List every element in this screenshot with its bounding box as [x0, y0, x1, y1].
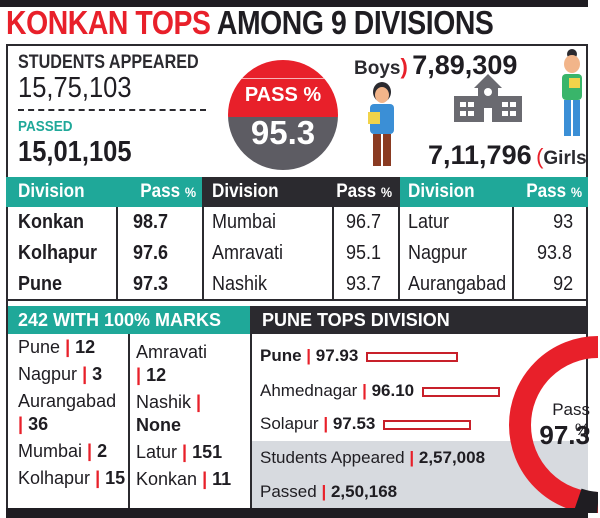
table-row: Pune 97.3: [18, 273, 168, 295]
pass-ring-chart: [509, 336, 598, 513]
marks-100-col-2: Amravati | 12 Nashik | None Latur | 151 Ko…: [136, 341, 231, 495]
boys-count: Boys) 7,89,309: [354, 50, 518, 80]
infographic-frame: [6, 44, 588, 510]
header-division: Division: [18, 181, 85, 202]
dashed-divider: [18, 109, 206, 111]
list-item: Kolhapur | 15: [18, 468, 126, 488]
ring-label: Pass %: [552, 400, 590, 439]
pune-appeared: Students Appeared | 2,57,008: [260, 448, 486, 467]
division-group-3: Division Pass % Latur 93 Nagpur 93.8 Aurang…: [398, 177, 588, 299]
girls-value: 7,11,796: [428, 140, 532, 170]
divider: [250, 306, 252, 510]
list-item: Nagpur | 3: [18, 364, 103, 384]
table-row: Amravati 95.1: [212, 242, 381, 264]
pass-percent-value: 95.3: [250, 114, 316, 151]
top-rule: [0, 0, 588, 7]
list-item: Konkan | 11: [136, 469, 232, 489]
marks-100-title: 242 WITH 100% MARKS: [8, 306, 251, 334]
bar-row: Ahmednagar | 96.10: [260, 381, 501, 401]
headline-dark: AMONG 9 DIVISIONS: [216, 4, 494, 41]
headline-red: KONKAN TOPS: [6, 4, 211, 41]
list-item: Amravati | 12: [136, 342, 208, 385]
girls-label: Girls: [543, 148, 587, 169]
list-item: Latur | 151: [136, 442, 223, 462]
marks-100-col-1: Pune | 12 Nagpur | 3 Aurangabad | 36 Mumb…: [18, 336, 125, 494]
list-item: Mumbai | 2: [18, 441, 108, 461]
bar: [383, 419, 472, 430]
list-item: Pune | 12: [18, 337, 96, 357]
boys-value: 7,89,309: [412, 50, 518, 80]
boys-label: Boys: [354, 58, 401, 79]
bar: [422, 386, 501, 397]
divider: [128, 334, 130, 510]
bar: [366, 351, 459, 362]
students-appeared-value: 15,75,103: [18, 72, 132, 104]
pass-percent-label: PASS %: [244, 84, 322, 106]
passed-value: 15,01,105: [18, 136, 132, 168]
division-pass-table: Division Pass % Konkan 98.7 Kolhapur 97.6 P…: [6, 177, 588, 301]
students-appeared-label: STUDENTS APPEARED: [18, 52, 199, 73]
bar-row: Pune | 97.93: [260, 346, 459, 366]
table-row: Nagpur 93.8: [408, 242, 573, 264]
girl-icon: [562, 49, 582, 136]
pass-percent-badge: PASS % 95.3: [228, 60, 338, 170]
table-row: Aurangabad 92: [408, 273, 573, 295]
passed-label: PASSED: [18, 118, 73, 135]
table-row: Kolhapur 97.6: [18, 242, 168, 264]
division-group-2: Division Pass % Mumbai 96.7 Amravati 95.1 N…: [202, 177, 398, 299]
pune-passed: Passed | 2,50,168: [260, 482, 398, 501]
list-item: Nashik | None: [136, 392, 202, 435]
pune-division-title: PUNE TOPS DIVISION: [252, 306, 588, 334]
table-row: Nashik 93.7: [212, 273, 381, 295]
headline: KONKAN TOPS AMONG 9 DIVISIONS: [6, 4, 494, 41]
bottom-rule: [6, 508, 588, 518]
division-group-1: Division Pass % Konkan 98.7 Kolhapur 97.6 P…: [6, 177, 202, 299]
boy-icon: [368, 82, 394, 166]
school-building-icon: [454, 74, 522, 122]
table-row: Latur 93: [408, 211, 573, 233]
ring-value: 97.3: [539, 420, 590, 450]
girls-count: 7,11,796 (Girls: [428, 140, 587, 170]
bar-row: Solapur | 97.53: [260, 414, 472, 434]
header-pass: Pass: [140, 181, 181, 202]
table-row: Mumbai 96.7: [212, 211, 381, 233]
table-row: Konkan 98.7: [18, 211, 168, 233]
list-item: Aurangabad | 36: [18, 391, 117, 434]
